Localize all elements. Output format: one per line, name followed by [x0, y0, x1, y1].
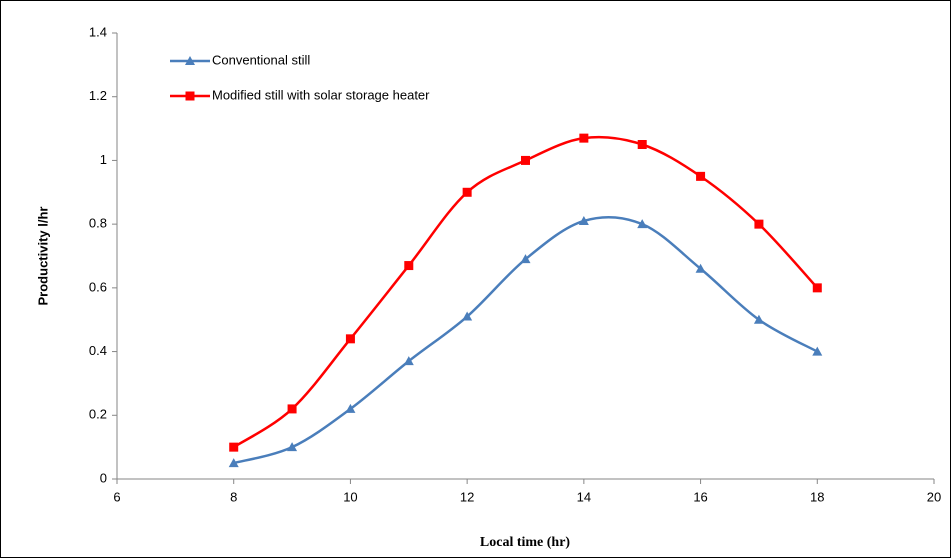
data-point [812, 283, 822, 293]
legend-marker [185, 91, 195, 101]
data-point [812, 346, 823, 356]
x-tick-label: 18 [810, 489, 824, 504]
data-point [287, 442, 298, 452]
y-tick-label: 1.4 [89, 24, 107, 39]
data-point [637, 219, 648, 229]
y-tick-label: 1 [100, 152, 107, 167]
data-point [404, 261, 414, 271]
data-point [462, 187, 472, 197]
x-tick-label: 16 [693, 489, 707, 504]
y-tick-label: 0.2 [89, 407, 107, 422]
data-point [578, 215, 589, 225]
data-point [520, 254, 531, 264]
data-point [462, 311, 473, 321]
data-point [754, 219, 764, 229]
x-axis-title: Local time (hr) [480, 535, 571, 550]
x-tick-label: 8 [230, 489, 237, 504]
data-point [521, 155, 530, 165]
legend-label: Modified still with solar storage heater [212, 87, 430, 102]
y-tick-label: 0.8 [89, 216, 107, 231]
data-point [753, 314, 764, 324]
y-axis-title: Productivity l/hr [35, 207, 50, 306]
data-point [403, 356, 414, 366]
x-tick-label: 10 [343, 489, 357, 504]
y-tick-label: 0.4 [89, 343, 107, 358]
data-point [228, 458, 239, 468]
y-tick-label: 0.6 [89, 279, 107, 294]
data-point [229, 442, 239, 452]
series-line [233, 135, 819, 449]
legend-label: Conventional still [212, 52, 310, 67]
x-tick-label: 6 [113, 489, 120, 504]
data-point [695, 263, 706, 273]
legend-marker [185, 56, 195, 65]
x-tick-label: 14 [577, 489, 591, 504]
x-tick-label: 12 [460, 489, 474, 504]
data-point [287, 404, 297, 414]
data-point [637, 140, 647, 149]
data-point [345, 403, 356, 413]
data-point [696, 171, 706, 181]
x-tick-label: 20 [927, 489, 941, 504]
y-tick-label: 0 [100, 470, 107, 485]
data-point [579, 133, 589, 143]
y-tick-label: 1.2 [89, 88, 107, 103]
data-point [345, 334, 355, 344]
